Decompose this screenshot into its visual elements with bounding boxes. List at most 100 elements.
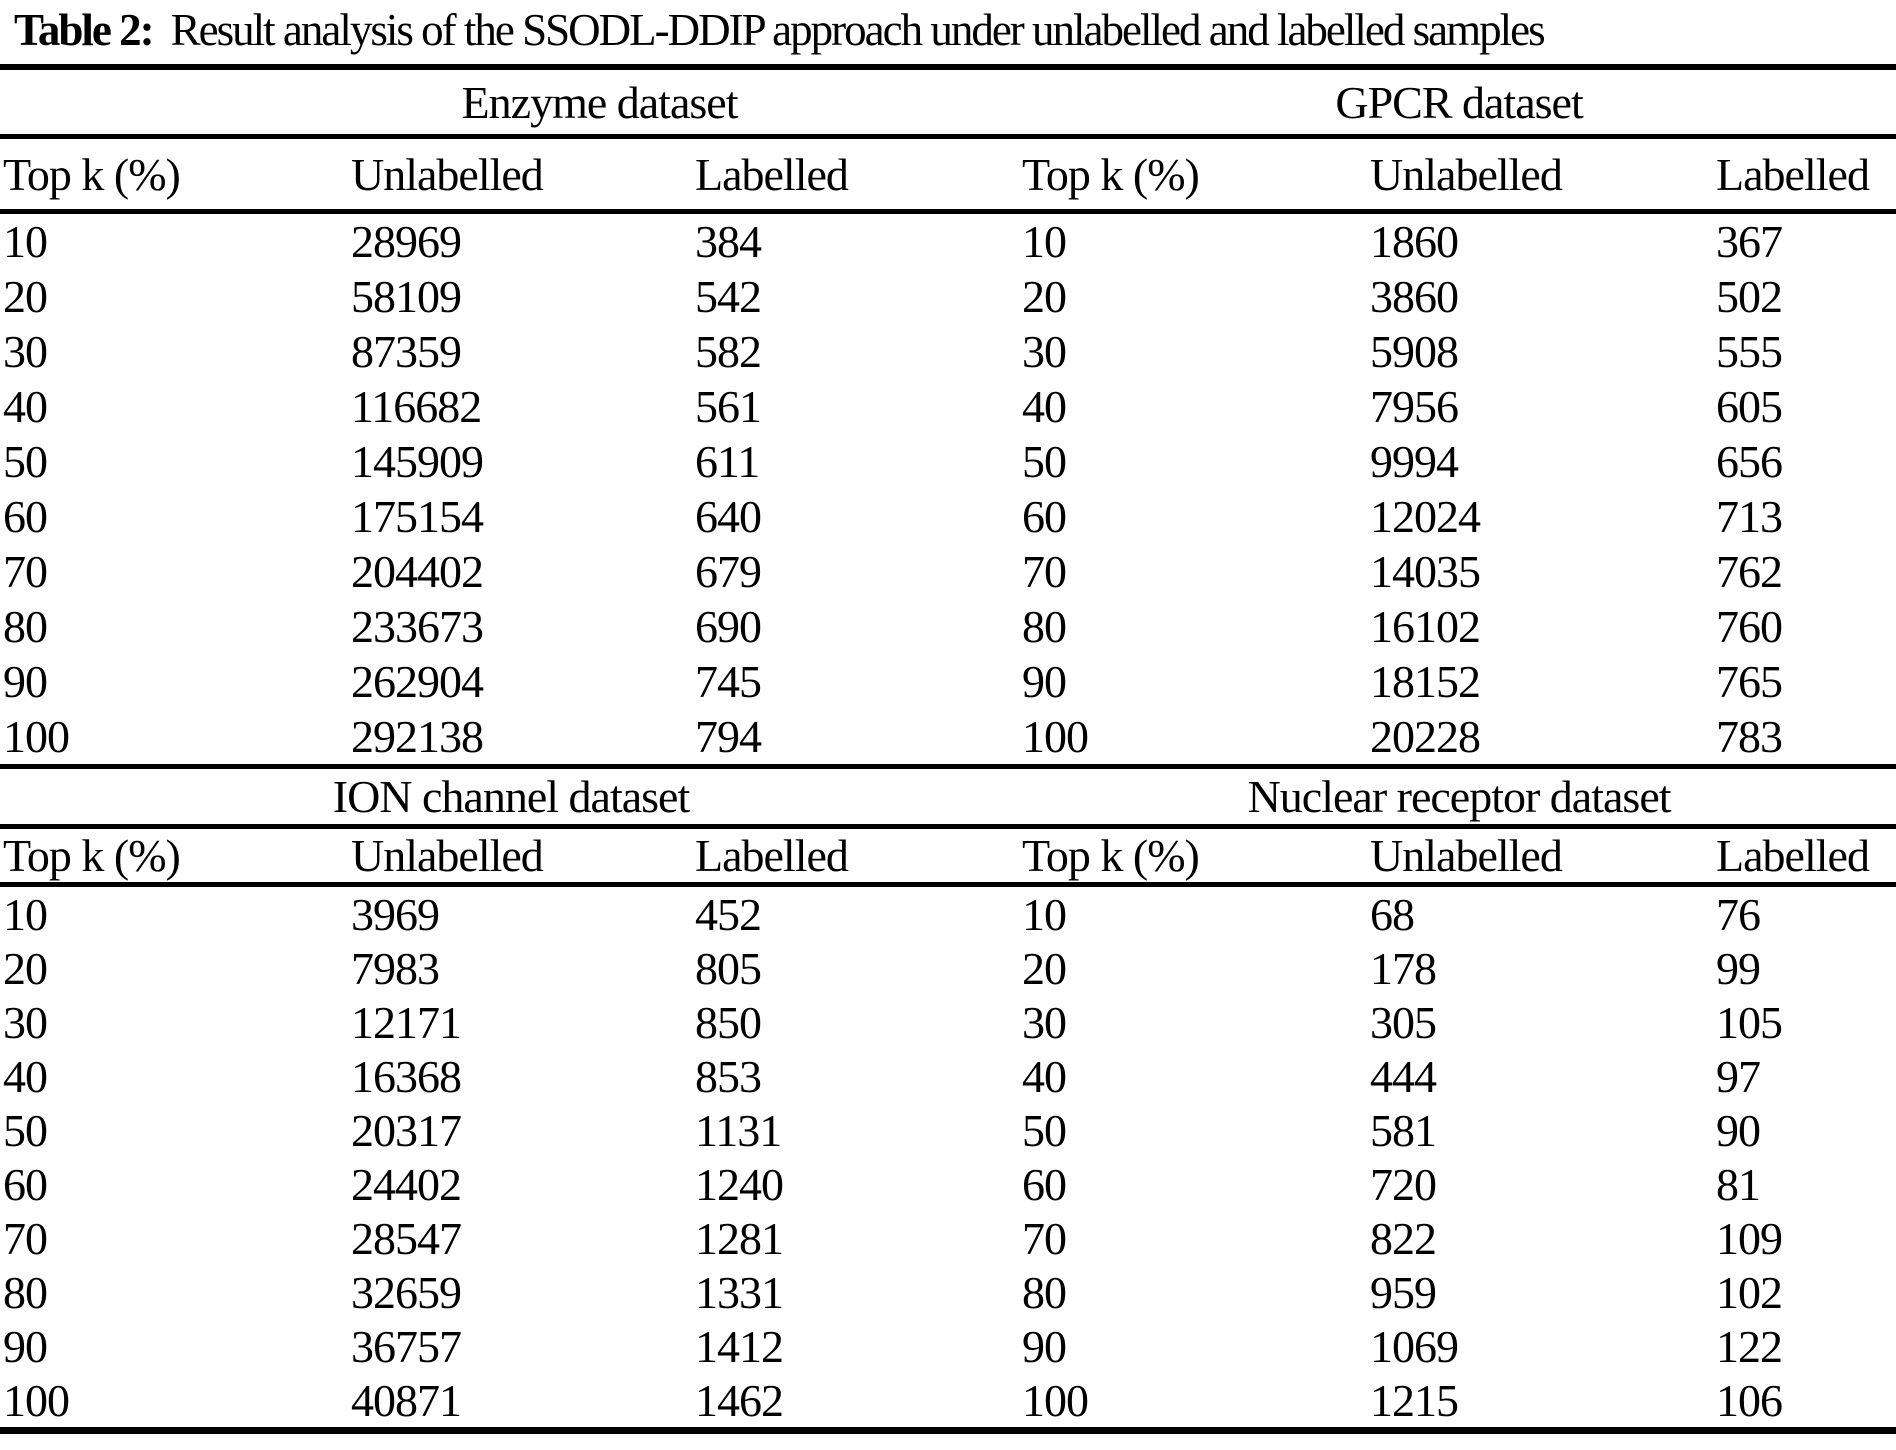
cell-labelled: 760 [1716, 601, 1783, 652]
cell-topk: 70 [1022, 1212, 1067, 1264]
cell-labelled: 745 [695, 656, 762, 707]
cell-labelled: 561 [695, 381, 762, 432]
cell-topk: 90 [3, 1320, 48, 1372]
table-caption: Table 2: Result analysis of the SSODL-DDI… [0, 0, 1896, 64]
cell-topk: 80 [1022, 601, 1067, 652]
cell-unlabelled: 28547 [351, 1212, 462, 1264]
cell-labelled: 783 [1716, 711, 1783, 762]
cell-labelled: 367 [1716, 216, 1783, 267]
cell-unlabelled: 40871 [351, 1374, 462, 1426]
cell-labelled: 605 [1716, 381, 1783, 432]
cell-topk: 90 [3, 656, 48, 707]
column-header: Unlabelled [348, 136, 692, 214]
cell-topk: 50 [3, 1104, 48, 1156]
column-header-row: Top k (%) Unlabelled Labelled Top k (%) Unla… [0, 136, 1896, 214]
cell-unlabelled: 14035 [1370, 546, 1481, 597]
cell-unlabelled: 116682 [351, 381, 482, 432]
cell-unlabelled: 720 [1370, 1158, 1437, 1210]
cell-topk: 20 [3, 942, 48, 994]
table-row: 50 145909 611 50 9994 656 [0, 434, 1896, 489]
cell-topk: 60 [3, 491, 48, 542]
table-number: Table 2: [14, 5, 155, 55]
cell-topk: 70 [3, 1212, 48, 1264]
cell-labelled: 452 [695, 888, 762, 940]
cell-topk: 100 [3, 711, 70, 762]
cell-topk: 50 [1022, 436, 1067, 487]
cell-topk: 20 [1022, 942, 1067, 994]
cell-unlabelled: 16368 [351, 1050, 462, 1102]
cell-labelled: 582 [695, 326, 762, 377]
cell-unlabelled: 20317 [351, 1104, 462, 1156]
cell-topk: 60 [1022, 1158, 1067, 1210]
table-row: 90 262904 745 90 18152 765 [0, 654, 1896, 709]
column-header: Unlabelled [348, 826, 692, 887]
column-header: Top k (%) [1019, 136, 1368, 214]
table-row: 100 40871 1462 100 1215 106 [0, 1373, 1896, 1431]
cell-unlabelled: 18152 [1370, 656, 1481, 707]
cell-labelled: 384 [695, 216, 762, 267]
cell-topk: 40 [1022, 381, 1067, 432]
cell-topk: 10 [1022, 888, 1067, 940]
cell-labelled: 555 [1716, 326, 1783, 377]
cell-unlabelled: 175154 [351, 491, 484, 542]
table-row: 90 36757 1412 90 1069 122 [0, 1319, 1896, 1373]
cell-labelled: 99 [1716, 942, 1761, 994]
cell-unlabelled: 581 [1370, 1104, 1437, 1156]
dataset-header-row: Enzyme dataset GPCR dataset [0, 67, 1896, 139]
column-header: Labelled [1713, 136, 1896, 214]
dataset-header: ION channel dataset [0, 764, 1020, 829]
cell-unlabelled: 1860 [1370, 216, 1459, 267]
cell-labelled: 713 [1716, 491, 1783, 542]
cell-unlabelled: 1215 [1370, 1374, 1459, 1426]
cell-unlabelled: 9994 [1370, 436, 1459, 487]
table-row: 40 16368 853 40 444 97 [0, 1049, 1896, 1103]
table-row: 10 28969 384 10 1860 367 [0, 212, 1896, 270]
table-row: 30 87359 582 30 5908 555 [0, 324, 1896, 379]
table-row: 10 3969 452 10 68 76 [0, 885, 1896, 942]
cell-unlabelled: 305 [1370, 996, 1437, 1048]
table-row: 80 32659 1331 80 959 102 [0, 1265, 1896, 1319]
cell-unlabelled: 7983 [351, 942, 440, 994]
cell-topk: 10 [3, 888, 48, 940]
cell-topk: 30 [3, 996, 48, 1048]
cell-unlabelled: 3969 [351, 888, 440, 940]
cell-labelled: 640 [695, 491, 762, 542]
cell-unlabelled: 32659 [351, 1266, 462, 1318]
cell-unlabelled: 204402 [351, 546, 484, 597]
cell-topk: 90 [1022, 1320, 1067, 1372]
table-title-text: Result analysis of the SSODL-DDIP approa… [170, 5, 1546, 55]
cell-labelled: 1462 [695, 1374, 784, 1426]
table-row: 80 233673 690 80 16102 760 [0, 599, 1896, 654]
cell-unlabelled: 3860 [1370, 271, 1459, 322]
cell-labelled: 502 [1716, 271, 1783, 322]
cell-labelled: 805 [695, 942, 762, 994]
table-row: 20 7983 805 20 178 99 [0, 941, 1896, 995]
table-row: 70 204402 679 70 14035 762 [0, 544, 1896, 599]
table-row: 40 116682 561 40 7956 605 [0, 379, 1896, 434]
cell-topk: 80 [3, 1266, 48, 1318]
cell-unlabelled: 36757 [351, 1320, 462, 1372]
cell-topk: 70 [1022, 546, 1067, 597]
cell-labelled: 853 [695, 1050, 762, 1102]
cell-topk: 30 [3, 326, 48, 377]
cell-labelled: 679 [695, 546, 762, 597]
column-header: Labelled [692, 826, 1020, 887]
cell-unlabelled: 959 [1370, 1266, 1437, 1318]
table-row: 20 58109 542 20 3860 502 [0, 269, 1896, 324]
cell-unlabelled: 12171 [351, 996, 462, 1048]
dataset-header: Nuclear receptor dataset [1019, 764, 1896, 829]
cell-labelled: 97 [1716, 1050, 1761, 1102]
cell-unlabelled: 12024 [1370, 491, 1481, 542]
cell-unlabelled: 7956 [1370, 381, 1459, 432]
cell-topk: 100 [1022, 1374, 1089, 1426]
cell-unlabelled: 292138 [351, 711, 484, 762]
table-row: 60 175154 640 60 12024 713 [0, 489, 1896, 544]
cell-topk: 90 [1022, 656, 1067, 707]
cell-unlabelled: 16102 [1370, 601, 1481, 652]
cell-labelled: 1412 [695, 1320, 784, 1372]
cell-labelled: 81 [1716, 1158, 1761, 1210]
cell-labelled: 656 [1716, 436, 1783, 487]
table-row: 30 12171 850 30 305 105 [0, 995, 1896, 1049]
cell-topk: 10 [1022, 216, 1067, 267]
cell-unlabelled: 1069 [1370, 1320, 1459, 1372]
